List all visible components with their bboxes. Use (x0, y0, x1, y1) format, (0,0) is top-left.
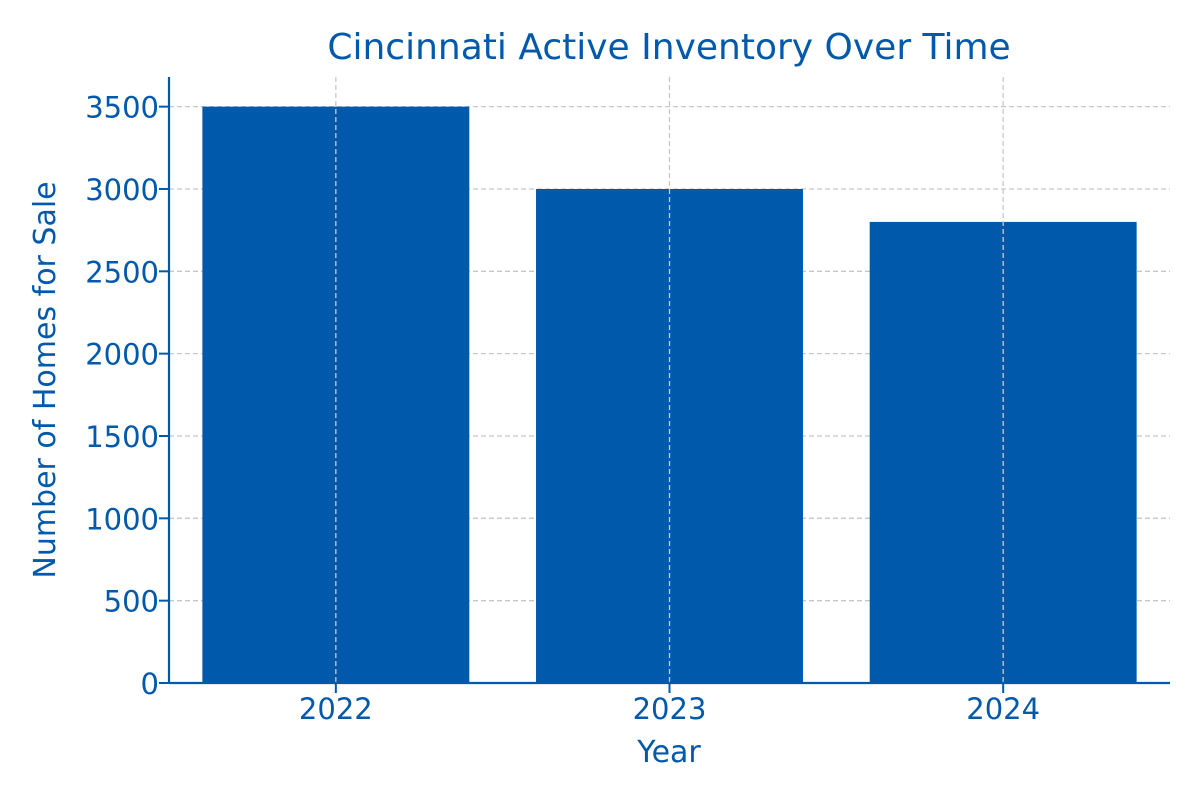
y-axis-label: Number of Homes for Sale (28, 181, 63, 578)
y-tick-label: 1500 (85, 420, 159, 454)
x-axis-label: Year (636, 735, 701, 770)
x-tick-label: 2022 (299, 692, 373, 726)
y-tick-label: 3000 (85, 173, 159, 207)
x-tick-label: 2024 (966, 692, 1040, 726)
vertical-grid-lines (335, 77, 1004, 683)
chart-title: Cincinnati Active Inventory Over Time (327, 27, 1010, 68)
y-tick-labels: 0 500 1000 1500 2000 2500 3000 3500 (85, 91, 159, 701)
x-tick-labels: 2022 2023 2024 (299, 692, 1040, 726)
axes (159, 77, 1170, 693)
x-tick-label: 2023 (633, 692, 707, 726)
y-tick-label: 2000 (85, 338, 159, 372)
y-tick-label: 1000 (85, 502, 159, 536)
y-tick-label: 0 (141, 667, 159, 701)
bar-2022 (202, 106, 470, 684)
y-tick-label: 3500 (85, 91, 159, 125)
y-tick-label: 500 (104, 585, 159, 619)
y-tick-label: 2500 (85, 255, 159, 289)
